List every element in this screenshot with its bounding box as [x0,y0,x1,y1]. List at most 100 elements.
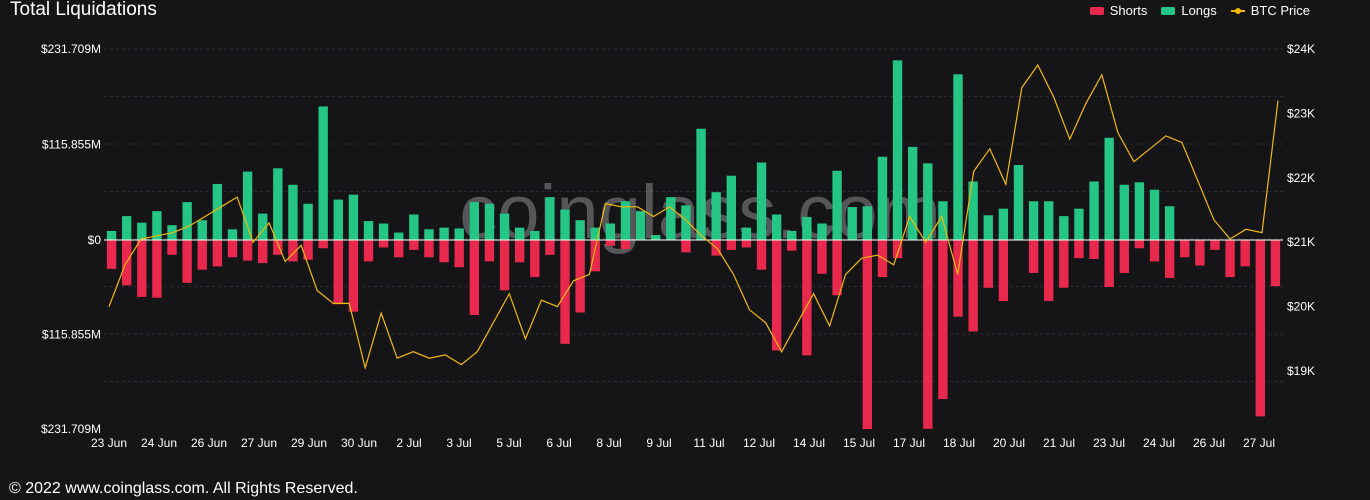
longs-bar [756,162,767,240]
shorts-bar [258,240,268,264]
y-left-tick-label: $231.709M [41,42,101,56]
shorts-bar [560,240,570,344]
longs-bar [983,215,993,240]
shorts-bar [1180,240,1190,258]
shorts-bar [545,240,555,255]
legend-label-shorts: Shorts [1109,3,1148,18]
x-tick-label: 11 Jul [693,436,724,450]
shorts-bar [1195,240,1205,266]
longs-bar [802,216,812,240]
x-tick-label: 17 Jul [893,436,925,450]
longs-bar [348,194,359,240]
x-tick-label: 24 Jun [141,436,177,450]
shorts-bar [787,240,797,251]
x-tick-label: 15 Jul [843,436,875,450]
shorts-bar [530,240,540,278]
longs-bar [1119,184,1129,240]
longs-bar [363,221,374,240]
footer-copyright: © 2022 www.coinglass.com. All Rights Res… [9,480,358,497]
longs-bar [394,232,404,240]
shorts-bar [409,240,419,250]
longs-bar [303,203,313,240]
liquidations-chart: coinglass.com$231.709M$115.855M$0$115.85… [41,42,1315,450]
longs-bar [288,184,298,240]
y-left-tick-label: $115.855M [42,138,101,152]
shorts-bars [106,240,1281,429]
shorts-bar [424,240,434,258]
shorts-bar [802,240,812,356]
shorts-bar [605,240,616,246]
shorts-bar [363,240,374,262]
shorts-bar [378,240,389,248]
longs-bar [787,230,797,240]
longs-bar [907,146,918,240]
longs-bar [575,220,585,240]
shorts-bar [303,240,313,260]
x-tick-label: 23 Jul [1093,436,1125,450]
y-right-tick-label: $19K [1287,364,1315,378]
legend-label-longs: Longs [1181,3,1217,18]
longs-bar [711,192,721,240]
longs-swatch [1161,6,1176,15]
longs-bar [877,156,888,240]
shorts-bar [1134,240,1145,249]
longs-bar [817,223,827,240]
longs-bar [1074,208,1084,240]
longs-bar [953,74,963,241]
longs-bar [892,60,903,241]
shorts-bar [1149,240,1160,262]
shorts-bar [575,240,585,313]
y-right-tick-label: $22K [1287,171,1315,185]
longs-bar [681,205,691,240]
longs-bar [560,209,570,240]
longs-bar [923,163,933,240]
longs-bar [242,171,253,240]
shorts-bar [953,240,963,317]
longs-bar [424,229,434,240]
longs-bar [378,223,389,240]
shorts-bar [197,240,207,270]
shorts-bar [1270,240,1281,287]
longs-bar [998,208,1009,240]
x-tick-label: 27 Jun [241,436,277,450]
shorts-bar [137,240,147,297]
shorts-bar [288,240,298,262]
legend-item-shorts[interactable]: Shorts [1089,3,1148,18]
longs-bar [968,181,978,240]
shorts-bar [439,240,449,263]
longs-bar [197,220,207,240]
legend-item-longs[interactable]: Longs [1161,3,1217,18]
shorts-bar [1255,240,1266,417]
longs-bar [726,175,736,240]
shorts-bar [590,240,600,272]
longs-bar [1149,189,1160,240]
shorts-bar [1119,240,1129,273]
x-tick-label: 3 Jul [446,436,471,450]
longs-bar [499,213,510,240]
legend-item-btc-price[interactable]: BTC Price [1230,3,1310,18]
x-tick-label: 6 Jul [546,436,571,450]
shorts-bar [1074,240,1084,259]
x-tick-label: 24 Jul [1143,436,1175,450]
shorts-bar [923,240,933,429]
chart-legend: Shorts Longs BTC Price [1089,3,1310,18]
shorts-bar [454,240,464,268]
shorts-bar [514,240,525,263]
btc-price-line-icon [1230,7,1245,14]
shorts-bar [771,240,782,351]
longs-bar [862,206,873,240]
shorts-bar [756,240,767,270]
shorts-bar [152,240,162,298]
longs-bar [620,201,631,240]
x-tick-label: 20 Jul [993,436,1025,450]
grid-lines [104,48,1283,382]
x-tick-label: 29 Jun [291,436,327,450]
x-tick-label: 12 Jul [743,436,775,450]
longs-bar [832,170,842,240]
x-tick-label: 30 Jun [341,436,377,450]
longs-bar [741,227,752,240]
longs-bar [590,227,600,240]
shorts-bar [968,240,978,332]
shorts-bar [1240,240,1250,267]
longs-bar [318,106,328,240]
